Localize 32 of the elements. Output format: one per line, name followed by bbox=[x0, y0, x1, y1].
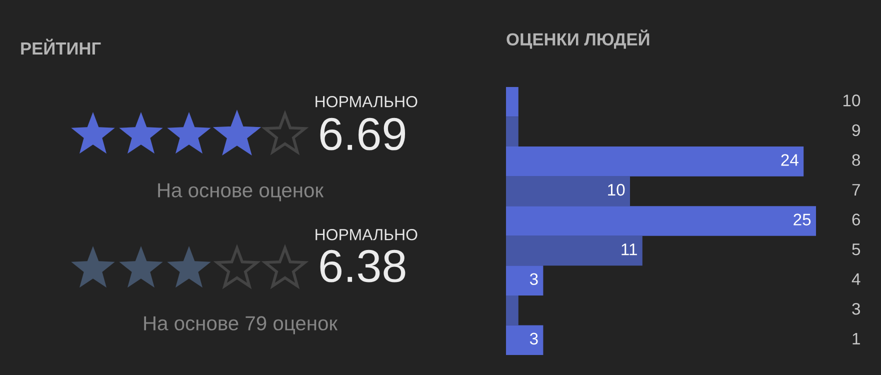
bar bbox=[506, 295, 518, 326]
y-tick-label: 6 bbox=[852, 214, 860, 226]
bar bbox=[506, 236, 642, 266]
y-tick-label: 9 bbox=[852, 124, 860, 136]
data-label: 3 bbox=[530, 273, 538, 286]
bar bbox=[506, 116, 518, 147]
data-label: 24 bbox=[781, 154, 798, 166]
y-tick-label: 5 bbox=[852, 244, 860, 256]
bar bbox=[506, 87, 518, 117]
data-label: 10 bbox=[608, 184, 625, 196]
text: 6.69 bbox=[320, 118, 406, 150]
data-label: 25 bbox=[794, 214, 811, 226]
data-label: 3 bbox=[530, 332, 538, 345]
text: РЕЙТИНГ bbox=[21, 38, 101, 54]
chart-title: ОЦЕНКИ ЛЮДЕЙ bbox=[506, 30, 650, 49]
text: НОРМАЛЬНО bbox=[316, 228, 418, 240]
bar bbox=[506, 206, 816, 236]
y-tick-label: 3 bbox=[852, 303, 860, 315]
text: На основе оценок bbox=[158, 183, 324, 202]
bar bbox=[506, 325, 544, 355]
bar bbox=[506, 266, 544, 296]
y-tick-label: 7 bbox=[852, 184, 860, 196]
bar bbox=[506, 176, 630, 206]
text: НОРМАЛЬНО bbox=[316, 96, 418, 108]
y-tick-label: 4 bbox=[852, 273, 860, 285]
text: На основе 79 оценок bbox=[144, 316, 338, 334]
y-tick-label: 1 bbox=[852, 332, 860, 344]
text: 6.38 bbox=[320, 250, 406, 282]
y-tick-label: 8 bbox=[852, 154, 860, 166]
y-tick-label: 10 bbox=[843, 94, 860, 106]
data-label: 11 bbox=[622, 244, 637, 256]
bar bbox=[506, 146, 804, 176]
